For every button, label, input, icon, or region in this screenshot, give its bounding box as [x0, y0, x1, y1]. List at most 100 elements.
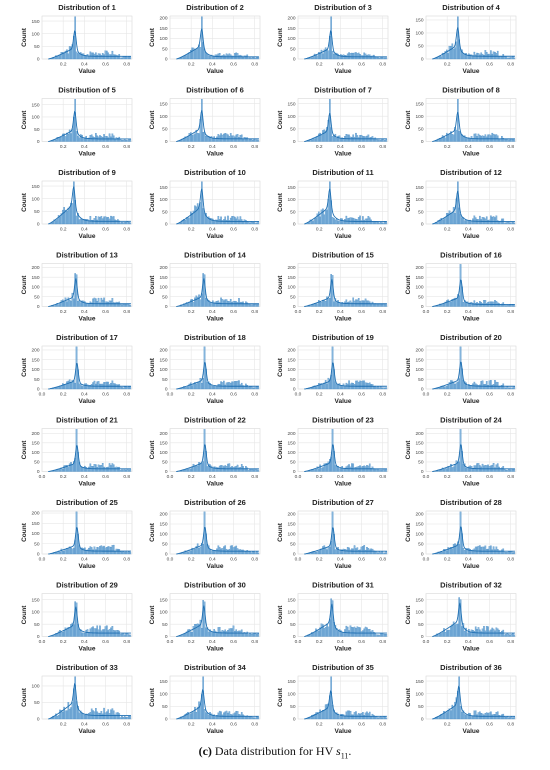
histogram-bar [101, 713, 104, 720]
histogram-bar [199, 299, 202, 307]
plot-area [297, 263, 389, 307]
histogram-bar [345, 215, 348, 225]
histogram-bar [513, 552, 516, 555]
histogram-bar [225, 631, 228, 637]
histogram-bar [88, 56, 90, 60]
histogram-bar [125, 304, 127, 307]
histogram-bar [121, 469, 123, 472]
histogram-bar [360, 631, 363, 637]
caption-math-sub: 11 [340, 751, 349, 761]
kde-line [304, 690, 387, 720]
x-tick-label: 0.8 [123, 722, 130, 728]
histogram-bar [510, 551, 513, 555]
histogram-bar [505, 387, 507, 390]
y-tick-label: 0 [165, 222, 168, 228]
histogram-bar [129, 139, 132, 142]
histogram-bar [450, 45, 452, 60]
histogram-bar [466, 632, 469, 637]
histogram-bar [206, 135, 209, 142]
histogram-bar [185, 387, 188, 390]
histogram-bar [95, 133, 97, 142]
histogram-bar [505, 552, 507, 555]
histogram-bar [212, 138, 214, 142]
panel-title: Distribution of 23 [312, 416, 374, 425]
histogram-bar [67, 548, 70, 555]
histogram-bar [496, 711, 499, 720]
y-tick-label: 0 [421, 717, 424, 723]
y-tick-label: 50 [418, 622, 424, 628]
histogram-bar [73, 380, 75, 390]
histogram-bar [205, 135, 207, 142]
x-axis-label: Value [79, 728, 96, 735]
x-tick-label: 0.2 [188, 62, 195, 68]
histogram-bar [122, 469, 125, 472]
panel-title: Distribution of 33 [56, 663, 118, 672]
y-axis-label: Count [277, 192, 284, 212]
histogram-bar [221, 134, 224, 142]
x-tick-label: 0.8 [123, 639, 130, 645]
histogram-bar [254, 57, 257, 60]
histogram-bar [189, 713, 192, 720]
histogram-bar [505, 138, 507, 142]
histogram-bar [370, 716, 372, 720]
histogram-bar [326, 623, 328, 637]
histogram-bar [125, 386, 127, 390]
histogram-bar [451, 134, 454, 142]
x-axis-label: Value [335, 68, 352, 75]
histogram-bar [368, 137, 371, 142]
histogram-bar [490, 545, 492, 555]
x-tick-label: 0.2 [60, 557, 67, 563]
kde-line [176, 28, 259, 60]
histogram-bar [382, 633, 385, 637]
y-axis-label: Count [405, 687, 412, 707]
histogram-bar [78, 219, 81, 225]
histogram-bar [77, 53, 79, 60]
histogram-bar [216, 385, 218, 390]
histogram-bar [445, 630, 448, 637]
histogram-bar [448, 629, 451, 637]
histogram-bar [351, 136, 353, 142]
y-tick-label: 0 [421, 304, 424, 310]
histogram-bar [254, 469, 257, 472]
y-tick-label: 0 [421, 634, 424, 640]
panel-title: Distribution of 32 [440, 581, 502, 590]
histogram-bar [243, 55, 246, 60]
histogram-bar [329, 181, 331, 225]
histogram-bar [356, 626, 359, 637]
histogram-bar [126, 552, 129, 555]
histogram-bar [189, 550, 192, 555]
histogram-bar [498, 715, 500, 720]
histogram-bar [235, 545, 238, 555]
panel-11: Distribution of 110.2 0.4 0.6 0.8050100150V… [277, 168, 389, 240]
histogram-bar [506, 304, 509, 307]
histogram-bar [96, 467, 99, 472]
histogram-bar [249, 222, 251, 225]
histogram-bar [110, 709, 112, 720]
histogram-bar [251, 304, 254, 307]
histogram-bar [220, 711, 222, 720]
panel-18: Distribution of 180.0 0.2 0.4 0.6 0.80501001… [149, 333, 261, 405]
histogram-bar [125, 140, 127, 142]
histogram-bar [443, 303, 445, 307]
histogram-bar [194, 465, 196, 472]
y-tick-label: 50 [34, 127, 40, 133]
histogram-bar [115, 384, 118, 390]
histogram-bar [319, 216, 321, 225]
histogram-bar [458, 295, 461, 307]
histogram-bar [445, 712, 448, 720]
x-axis-label: Value [463, 481, 480, 488]
histogram-bar [483, 300, 485, 307]
x-tick-label: 0.4 [209, 557, 216, 563]
x-tick-label: 0.6 [358, 62, 365, 68]
y-tick-label: 0 [293, 139, 296, 145]
x-tick-label: 0.2 [316, 144, 323, 150]
histogram-bar [218, 710, 221, 720]
histogram-bar [239, 135, 242, 142]
histogram-bar [378, 139, 381, 142]
x-tick-label: 0.6 [102, 474, 109, 480]
histogram-bar [126, 221, 129, 225]
histogram-bar [341, 632, 344, 637]
x-tick-label: 0.4 [81, 557, 88, 563]
histogram-bar [507, 57, 510, 60]
y-tick-label: 100 [159, 450, 167, 456]
